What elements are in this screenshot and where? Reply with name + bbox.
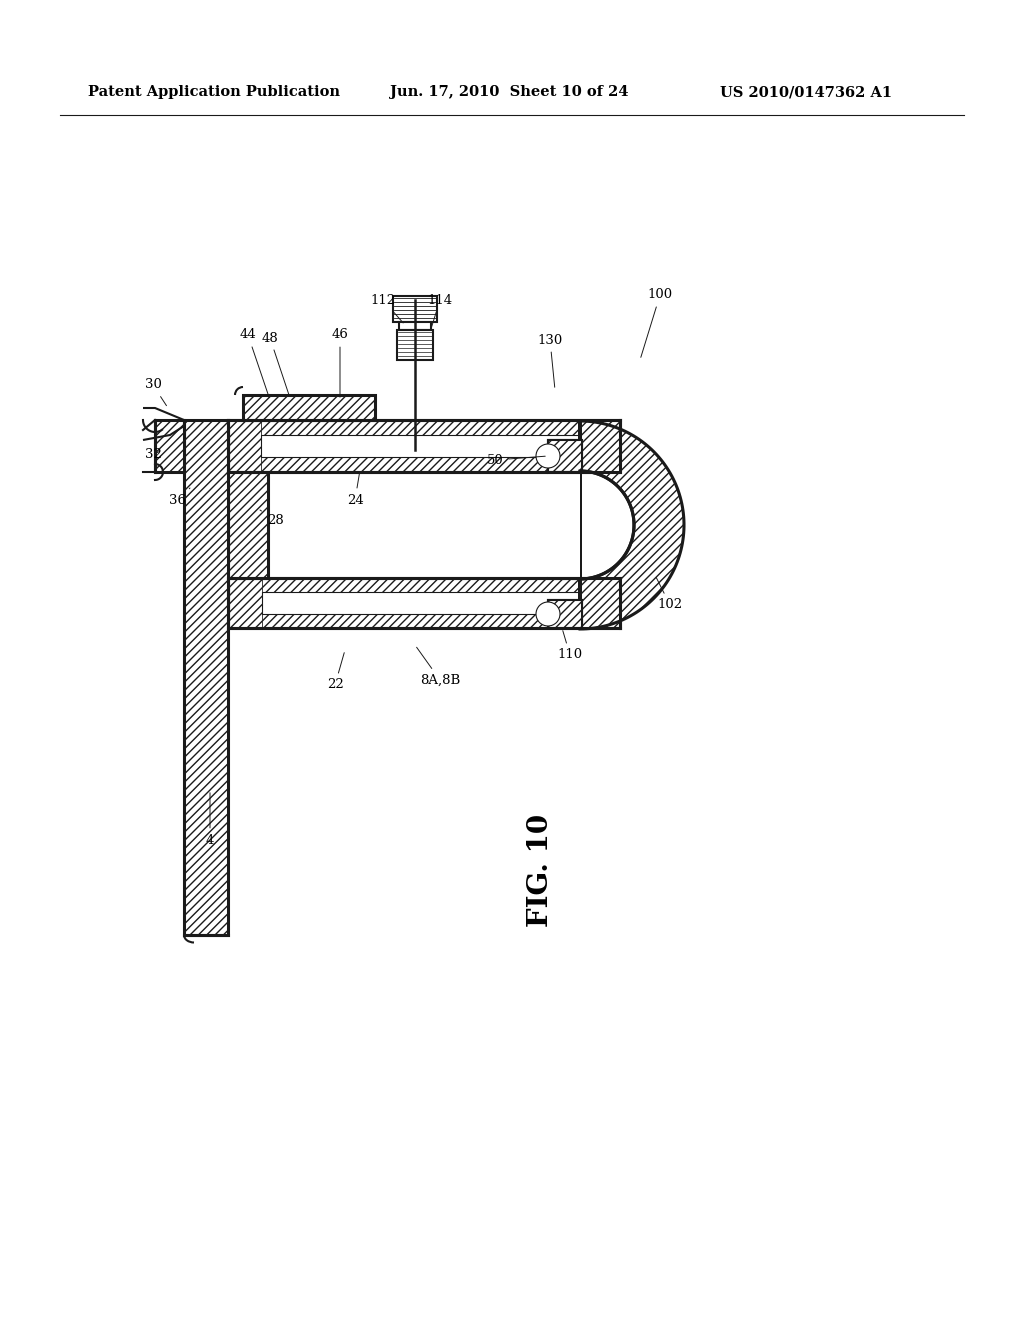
Polygon shape xyxy=(243,395,375,420)
Text: 50: 50 xyxy=(486,454,545,466)
Text: 30: 30 xyxy=(144,379,167,405)
Polygon shape xyxy=(228,420,620,473)
Text: 24: 24 xyxy=(347,473,364,507)
Polygon shape xyxy=(228,473,268,578)
Polygon shape xyxy=(580,420,684,630)
Text: 44: 44 xyxy=(240,329,269,397)
Polygon shape xyxy=(155,420,184,473)
Polygon shape xyxy=(548,440,582,473)
Text: 110: 110 xyxy=(557,631,583,661)
Polygon shape xyxy=(261,436,602,457)
Text: 32: 32 xyxy=(144,449,162,462)
Circle shape xyxy=(555,446,575,466)
Polygon shape xyxy=(548,601,582,628)
Text: 114: 114 xyxy=(427,293,453,330)
Text: Jun. 17, 2010  Sheet 10 of 24: Jun. 17, 2010 Sheet 10 of 24 xyxy=(390,84,629,99)
Polygon shape xyxy=(397,330,433,360)
Text: 48: 48 xyxy=(261,331,289,396)
Polygon shape xyxy=(548,440,582,473)
Polygon shape xyxy=(548,473,580,578)
Circle shape xyxy=(555,605,575,624)
Text: 100: 100 xyxy=(641,289,673,358)
Polygon shape xyxy=(184,420,228,935)
Polygon shape xyxy=(548,601,582,628)
Polygon shape xyxy=(399,322,431,330)
Text: 36: 36 xyxy=(170,488,190,507)
Polygon shape xyxy=(228,578,620,628)
Text: 28: 28 xyxy=(260,510,284,527)
Circle shape xyxy=(536,602,560,626)
Circle shape xyxy=(536,444,560,469)
Text: 22: 22 xyxy=(327,652,344,692)
Text: 102: 102 xyxy=(656,577,683,611)
Polygon shape xyxy=(262,591,604,614)
Text: 46: 46 xyxy=(332,329,348,397)
Text: Patent Application Publication: Patent Application Publication xyxy=(88,84,340,99)
Text: 112: 112 xyxy=(371,293,403,323)
Text: FIG. 10: FIG. 10 xyxy=(526,813,554,927)
Text: US 2010/0147362 A1: US 2010/0147362 A1 xyxy=(720,84,892,99)
Text: 130: 130 xyxy=(538,334,562,387)
Text: 4: 4 xyxy=(206,793,214,846)
Text: 8A,8B: 8A,8B xyxy=(417,647,460,686)
Polygon shape xyxy=(393,296,437,322)
